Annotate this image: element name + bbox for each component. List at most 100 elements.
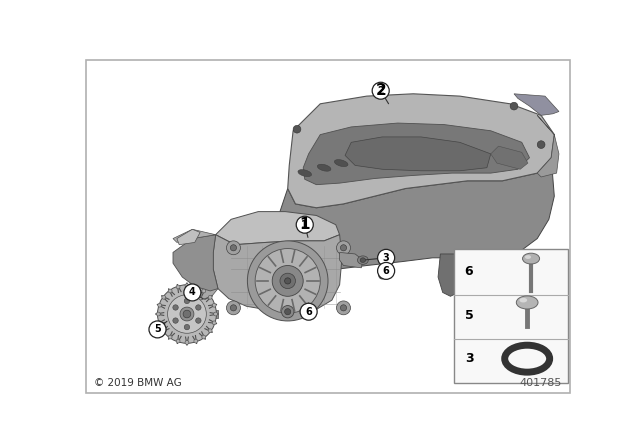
Circle shape (180, 307, 194, 321)
Circle shape (337, 241, 351, 255)
Circle shape (378, 250, 395, 266)
Ellipse shape (360, 258, 365, 263)
Text: 3: 3 (383, 253, 390, 263)
Circle shape (214, 312, 218, 316)
Circle shape (208, 329, 212, 333)
Circle shape (184, 298, 189, 304)
Polygon shape (340, 252, 363, 268)
Circle shape (185, 284, 189, 288)
Text: 5: 5 (154, 324, 161, 334)
Circle shape (300, 303, 317, 320)
Circle shape (173, 318, 179, 323)
Circle shape (196, 305, 201, 310)
Circle shape (372, 82, 389, 99)
Circle shape (212, 303, 216, 307)
Circle shape (227, 241, 241, 255)
Ellipse shape (300, 255, 310, 264)
Circle shape (296, 216, 313, 233)
Text: 1: 1 (301, 220, 308, 230)
Circle shape (378, 263, 395, 280)
Text: 2: 2 (378, 86, 384, 96)
Circle shape (208, 295, 212, 299)
Circle shape (185, 340, 189, 345)
Circle shape (173, 305, 179, 310)
Circle shape (184, 284, 201, 301)
Circle shape (248, 241, 328, 321)
Text: 401785: 401785 (520, 378, 562, 388)
Circle shape (183, 310, 191, 318)
Circle shape (510, 102, 518, 110)
Circle shape (162, 329, 166, 333)
Polygon shape (514, 94, 559, 116)
Ellipse shape (358, 256, 368, 264)
Circle shape (162, 295, 166, 299)
Polygon shape (345, 137, 491, 171)
Circle shape (168, 289, 172, 293)
Circle shape (157, 321, 162, 325)
Ellipse shape (522, 253, 540, 264)
Text: 5: 5 (465, 309, 474, 322)
Ellipse shape (380, 274, 384, 277)
Text: 3: 3 (465, 352, 474, 365)
Polygon shape (305, 248, 332, 266)
Text: 2: 2 (375, 83, 386, 98)
Polygon shape (275, 158, 554, 271)
Text: 6: 6 (383, 266, 390, 276)
Ellipse shape (516, 296, 538, 309)
Circle shape (202, 335, 205, 339)
Polygon shape (173, 235, 218, 291)
Circle shape (293, 125, 301, 133)
Text: 6: 6 (305, 307, 312, 317)
Polygon shape (438, 254, 461, 296)
Polygon shape (193, 310, 218, 318)
Circle shape (176, 339, 180, 343)
Ellipse shape (317, 164, 331, 171)
Polygon shape (213, 235, 342, 312)
Circle shape (537, 141, 545, 148)
Polygon shape (216, 211, 340, 245)
Circle shape (184, 324, 189, 330)
Circle shape (230, 305, 237, 311)
FancyBboxPatch shape (454, 249, 568, 383)
Polygon shape (173, 229, 216, 242)
Ellipse shape (379, 272, 386, 279)
Circle shape (282, 306, 294, 318)
Ellipse shape (525, 255, 531, 259)
Circle shape (272, 266, 303, 296)
Circle shape (168, 295, 206, 333)
Circle shape (196, 318, 201, 323)
Polygon shape (177, 229, 200, 245)
Circle shape (337, 301, 351, 315)
Text: © 2019 BMW AG: © 2019 BMW AG (94, 378, 182, 388)
Ellipse shape (285, 278, 291, 284)
Circle shape (168, 335, 172, 339)
Circle shape (157, 285, 216, 343)
Circle shape (194, 285, 198, 289)
Circle shape (149, 321, 166, 338)
Circle shape (176, 285, 180, 289)
Ellipse shape (334, 159, 348, 167)
Polygon shape (189, 269, 218, 300)
Polygon shape (303, 123, 529, 185)
Ellipse shape (520, 298, 527, 302)
Text: 6: 6 (465, 265, 474, 278)
Polygon shape (288, 94, 554, 208)
Polygon shape (491, 146, 528, 169)
Ellipse shape (298, 170, 312, 177)
Ellipse shape (301, 257, 308, 262)
Circle shape (340, 245, 347, 251)
Circle shape (280, 273, 296, 289)
Circle shape (230, 245, 237, 251)
Circle shape (202, 289, 205, 293)
Circle shape (227, 301, 241, 315)
Circle shape (255, 249, 320, 313)
Circle shape (194, 339, 198, 343)
Circle shape (212, 321, 216, 325)
Circle shape (340, 305, 347, 311)
Circle shape (156, 312, 160, 316)
Text: 4: 4 (189, 288, 196, 297)
Polygon shape (537, 116, 559, 177)
Circle shape (157, 303, 162, 307)
Circle shape (285, 309, 291, 315)
Text: 1: 1 (300, 217, 310, 232)
